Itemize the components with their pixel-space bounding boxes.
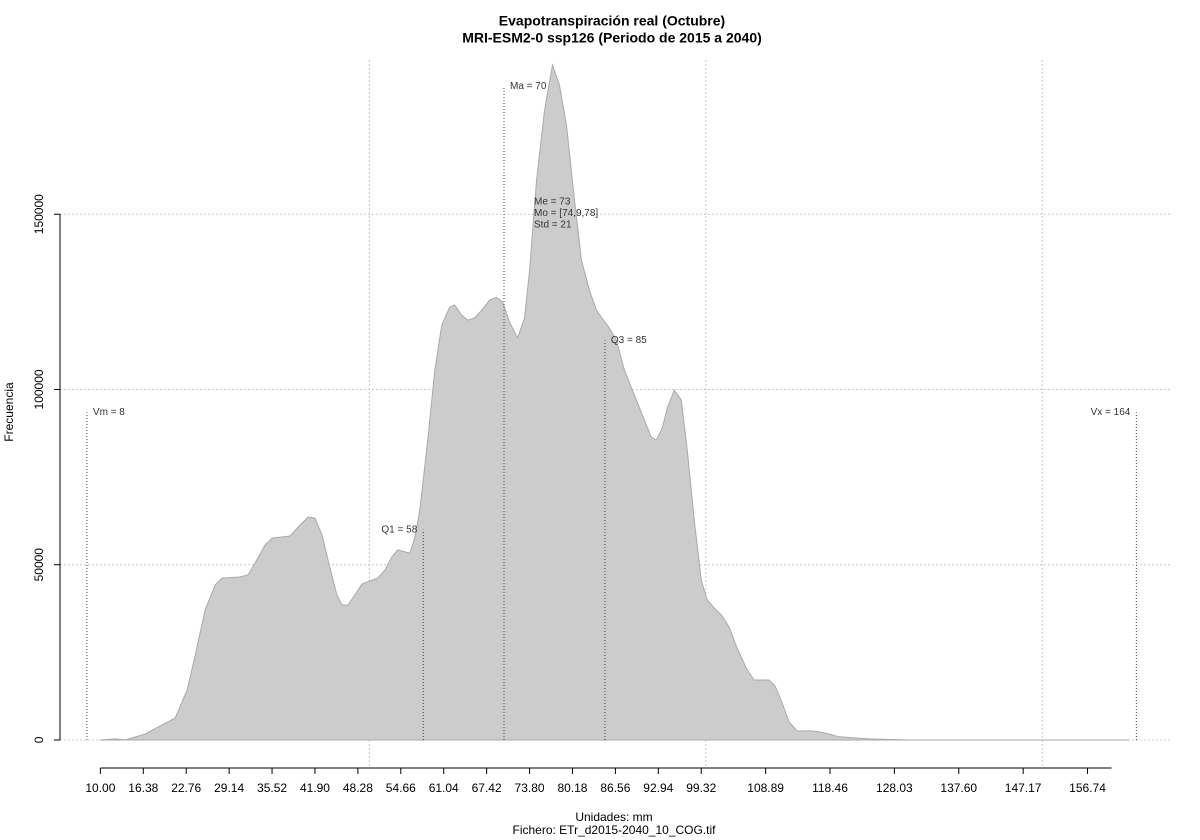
x-tick-label: 67.42 (472, 781, 502, 795)
annotation-label: Ma = 70 (510, 81, 547, 92)
x-tick-label: 92.94 (643, 781, 673, 795)
x-tick-label: 118.46 (812, 781, 848, 795)
x-tick-label: 137.60 (940, 781, 977, 795)
stat-label: Mo = [74,9,78] (534, 208, 598, 219)
x-tick-label: 16.38 (128, 781, 158, 795)
x-tick-label: 73.80 (515, 781, 545, 795)
y-tick-label: 100000 (32, 369, 46, 409)
density-area (100, 63, 1129, 741)
x-tick-label: 29.14 (214, 781, 244, 795)
x-tick-label: 54.66 (386, 781, 416, 795)
stat-label: Std = 21 (534, 220, 572, 231)
x-tick-label: 108.89 (747, 781, 784, 795)
chart-subtitle: MRI-ESM2-0 ssp126 (Periodo de 2015 a 204… (462, 30, 762, 46)
y-tick-label: 150000 (32, 194, 46, 234)
y-axis-label: Frecuencia (2, 382, 16, 442)
x-tick-label: 22.76 (171, 781, 201, 795)
x-tick-label: 41.90 (300, 781, 330, 795)
x-tick-label: 86.56 (600, 781, 630, 795)
x-tick-label: 156.74 (1069, 781, 1106, 795)
x-tick-label: 10.00 (85, 781, 115, 795)
stat-label: Me = 73 (534, 197, 571, 208)
x-tick-label: 35.52 (257, 781, 287, 795)
x-tick-label: 128.03 (876, 781, 913, 795)
annotation-label: Vx = 164 (1091, 407, 1131, 418)
x-tick-label: 61.04 (429, 781, 459, 795)
y-tick-label: 50000 (32, 548, 46, 582)
annotation-label: Vm = 8 (93, 407, 125, 418)
x-tick-label: 147.17 (1005, 781, 1042, 795)
x-tick-label: 80.18 (557, 781, 587, 795)
x-tick-label: 99.32 (686, 781, 716, 795)
annotation-label: Q3 = 85 (611, 335, 647, 346)
file-label: Fichero: ETr_d2015-2040_10_COG.tif (513, 823, 717, 837)
x-tick-label: 48.28 (343, 781, 373, 795)
annotation-label: Q1 = 58 (381, 524, 417, 535)
x-axis-label: Unidades: mm (575, 810, 652, 824)
y-tick-label: 0 (32, 736, 46, 743)
chart-title: Evapotranspiración real (Octubre) (499, 13, 725, 29)
